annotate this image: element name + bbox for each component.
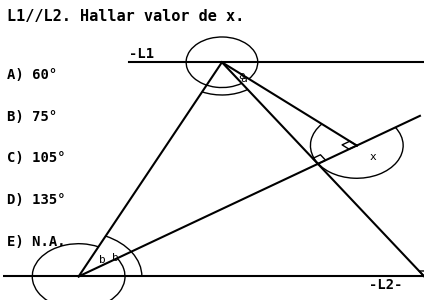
- Text: -L2-: -L2-: [368, 278, 402, 292]
- Text: a: a: [238, 71, 245, 81]
- Text: -L1: -L1: [129, 47, 154, 61]
- Text: C) 105°: C) 105°: [7, 152, 66, 165]
- Text: x: x: [368, 152, 375, 162]
- Text: L1//L2. Hallar valor de x.: L1//L2. Hallar valor de x.: [7, 9, 244, 24]
- Text: B) 75°: B) 75°: [7, 110, 57, 124]
- Text: b: b: [112, 253, 118, 263]
- Text: E) N.A.: E) N.A.: [7, 235, 66, 249]
- Text: a: a: [240, 74, 247, 84]
- Text: D) 135°: D) 135°: [7, 193, 66, 207]
- Text: b: b: [99, 255, 106, 265]
- Text: A) 60°: A) 60°: [7, 68, 57, 82]
